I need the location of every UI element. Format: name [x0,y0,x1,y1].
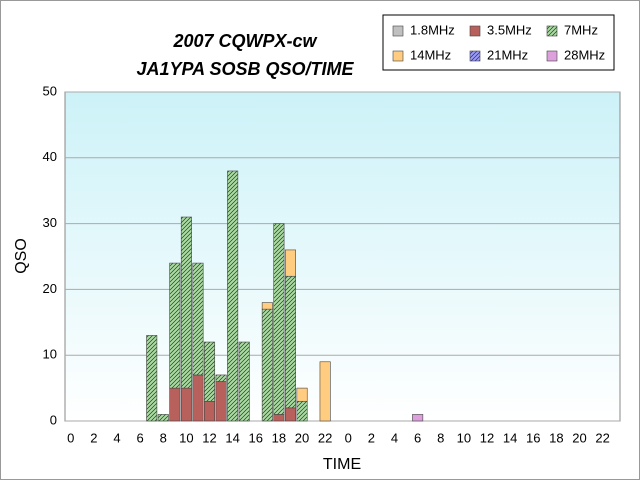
y-tick-label: 0 [50,412,57,427]
bar-segment [412,414,424,422]
legend-swatch [469,25,481,37]
legend-label: 1.8MHz [410,22,455,37]
x-tick-label: 20 [572,430,586,445]
bar-segment [157,414,169,422]
x-axis-title: TIME [323,456,361,473]
x-tick-label: 16 [249,430,263,445]
x-tick-label: 10 [179,430,193,445]
legend-swatch [546,25,558,37]
bar-segment [284,275,296,409]
legend-swatch [469,50,481,62]
bar-segment [169,387,181,422]
x-tick-label: 6 [137,430,144,445]
y-tick-label: 40 [43,149,57,164]
legend-label: 3.5MHz [487,22,532,37]
bar-segment [261,302,273,310]
x-tick-label: 18 [272,430,286,445]
y-tick-label: 10 [43,347,57,362]
bar-segment [204,400,216,422]
legend-swatch [546,50,558,62]
x-tick-label: 8 [160,430,167,445]
x-tick-label: 12 [202,430,216,445]
bar-segment [146,335,158,422]
bar-segment [180,387,192,422]
x-tick-label: 14 [503,430,517,445]
bar-segment [273,223,285,415]
x-tick-label: 6 [414,430,421,445]
x-tick-label: 22 [318,430,332,445]
chart-title: 2007 CQWPX-cw [172,31,317,51]
legend [382,14,615,71]
x-tick-label: 8 [437,430,444,445]
y-tick-label: 20 [43,281,57,296]
legend-label: 28MHz [564,47,605,62]
legend-label: 14MHz [410,47,451,62]
x-tick-label: 14 [225,430,239,445]
x-tick-label: 2 [368,430,375,445]
bar-segment [296,400,308,422]
bar-segment [215,374,227,382]
legend-label: 21MHz [487,47,528,62]
x-tick-label: 2 [90,430,97,445]
legend-swatch [392,50,404,62]
bar-segment [296,387,308,402]
bar-segment [284,249,296,277]
legend-swatch [392,25,404,37]
x-tick-label: 20 [295,430,309,445]
plot-area [64,91,621,422]
bar-segment [192,374,204,422]
x-tick-label: 12 [480,430,494,445]
bar-segment [319,361,331,422]
x-tick-label: 4 [113,430,120,445]
x-tick-label: 16 [526,430,540,445]
bar-segment [273,414,285,422]
x-tick-label: 0 [67,430,74,445]
chart-subtitle: JA1YPA SOSB QSO/TIME [136,59,354,79]
x-tick-label: 4 [391,430,398,445]
bar-segment [284,407,296,422]
legend-label: 7MHz [564,22,598,37]
bar-segment [169,262,181,389]
x-tick-label: 10 [457,430,471,445]
bar-segment [192,262,204,376]
bar-segment [261,308,273,422]
bar-segment [238,341,250,422]
bar-segment [215,381,227,422]
x-tick-label: 18 [549,430,563,445]
bar-segment [204,341,216,402]
y-tick-label: 50 [43,83,57,98]
y-axis-title: QSO [13,238,30,274]
y-tick-label: 30 [43,215,57,230]
bar-segment [227,170,239,422]
x-tick-label: 0 [345,430,352,445]
bar-segment [180,216,192,389]
x-tick-label: 22 [595,430,609,445]
